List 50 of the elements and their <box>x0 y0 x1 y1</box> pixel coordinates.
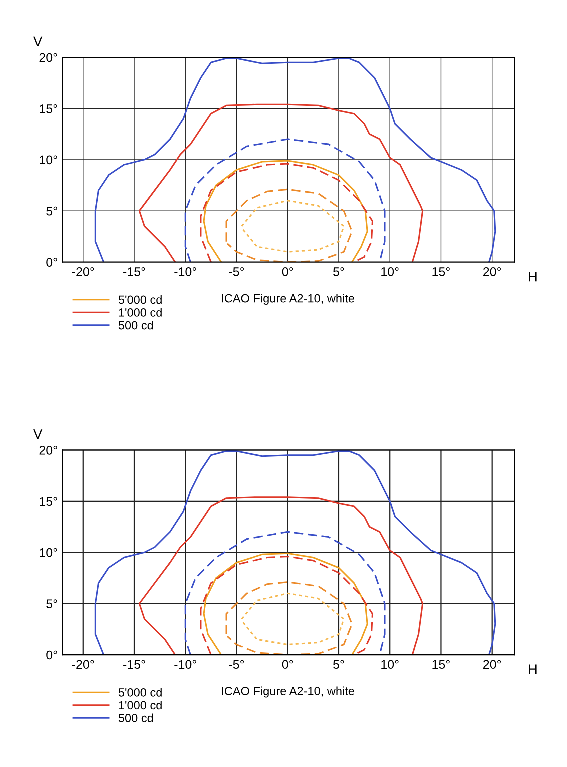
legend-label: 1'000 cd <box>119 700 162 710</box>
legend-label: 5'000 cd <box>118 295 162 304</box>
line-series <box>138 104 424 262</box>
line-series <box>94 58 496 262</box>
x-tick-label: -20° <box>72 660 94 670</box>
y-tick-label: 20° <box>40 446 58 455</box>
text: ICAO Figure A2-10, white <box>222 294 354 306</box>
y-tick-label: 15° <box>40 104 58 114</box>
x-tick-label: -10° <box>174 268 196 276</box>
legend-label: 500 cd <box>118 714 154 722</box>
x-tick-label: 20° <box>484 660 502 670</box>
x-tick-label: 5° <box>334 268 344 276</box>
y-tick-label: 20° <box>40 53 58 62</box>
y-tick-label: 0° <box>46 650 58 660</box>
x-tick-label: -10° <box>174 660 196 670</box>
y-tick-label: 10° <box>40 156 58 165</box>
x-axis-title: H <box>529 272 537 282</box>
x-tick-label: -15° <box>124 660 146 670</box>
y-tick-label: 5° <box>46 600 58 608</box>
line-series <box>138 496 424 656</box>
x-tick-label: -20° <box>72 268 94 276</box>
x-tick-label: -15° <box>124 268 146 276</box>
line-series <box>226 582 354 656</box>
line-series <box>241 592 345 646</box>
x-tick-label: 15° <box>432 660 450 670</box>
x-tick-label: -5° <box>229 268 244 276</box>
y-axis-title: V <box>34 36 43 46</box>
y-tick-label: 5° <box>46 206 58 216</box>
y-tick-label: 10° <box>40 548 58 558</box>
x-tick-label: 5° <box>334 660 344 670</box>
text: ICAO Figure A2-10, white <box>222 686 354 698</box>
legend-label: 5'000 cd <box>118 688 162 697</box>
line-series <box>184 138 386 262</box>
y-tick-label: 15° <box>40 497 58 506</box>
line-series <box>94 450 496 656</box>
x-tick-label: -5° <box>229 660 244 670</box>
y-axis-title: V <box>34 430 43 440</box>
x-tick-label: 15° <box>432 268 450 276</box>
line-series <box>241 200 345 253</box>
x-tick-label: 10° <box>382 268 399 276</box>
legend-label: 1'000 cd <box>119 308 162 317</box>
x-axis-title: H <box>529 664 537 674</box>
x-tick-label: 20° <box>484 268 502 276</box>
line-series <box>226 188 354 262</box>
x-tick-label: 0° <box>282 660 294 670</box>
legend-label: 500 cd <box>118 321 154 330</box>
line-series <box>184 531 386 656</box>
x-tick-label: 10° <box>382 660 399 670</box>
y-tick-label: 0° <box>46 258 58 267</box>
x-tick-label: 0° <box>282 268 294 276</box>
